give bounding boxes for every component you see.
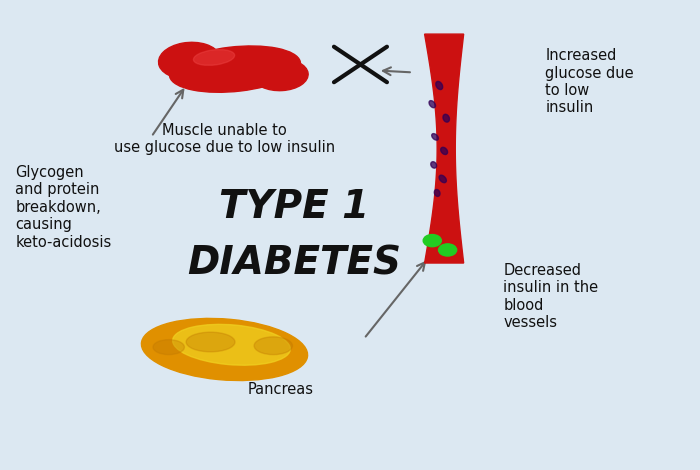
Text: Decreased
insulin in the
blood
vessels: Decreased insulin in the blood vessels xyxy=(503,263,598,330)
Ellipse shape xyxy=(141,318,307,381)
Circle shape xyxy=(438,244,456,256)
Ellipse shape xyxy=(254,337,293,354)
Ellipse shape xyxy=(169,46,300,92)
Ellipse shape xyxy=(436,81,442,90)
Ellipse shape xyxy=(153,340,184,354)
Ellipse shape xyxy=(193,49,234,65)
Text: Muscle unable to
use glucose due to low insulin: Muscle unable to use glucose due to low … xyxy=(114,123,335,155)
Ellipse shape xyxy=(253,59,308,91)
Text: DIABETES: DIABETES xyxy=(187,244,401,282)
Text: Pancreas: Pancreas xyxy=(247,382,314,397)
Ellipse shape xyxy=(429,101,435,108)
Text: Increased
glucose due
to low
insulin: Increased glucose due to low insulin xyxy=(545,48,634,115)
Ellipse shape xyxy=(173,324,290,365)
Ellipse shape xyxy=(430,162,437,168)
Ellipse shape xyxy=(443,114,449,122)
Ellipse shape xyxy=(186,332,235,352)
Ellipse shape xyxy=(432,133,438,140)
Ellipse shape xyxy=(439,175,447,183)
Ellipse shape xyxy=(158,42,220,79)
Ellipse shape xyxy=(434,189,440,196)
Text: Glycogen
and protein
breakdown,
causing
keto-acidosis: Glycogen and protein breakdown, causing … xyxy=(15,165,111,250)
Polygon shape xyxy=(425,34,463,263)
Text: TYPE 1: TYPE 1 xyxy=(219,188,370,226)
Circle shape xyxy=(424,235,441,247)
Ellipse shape xyxy=(441,147,447,155)
